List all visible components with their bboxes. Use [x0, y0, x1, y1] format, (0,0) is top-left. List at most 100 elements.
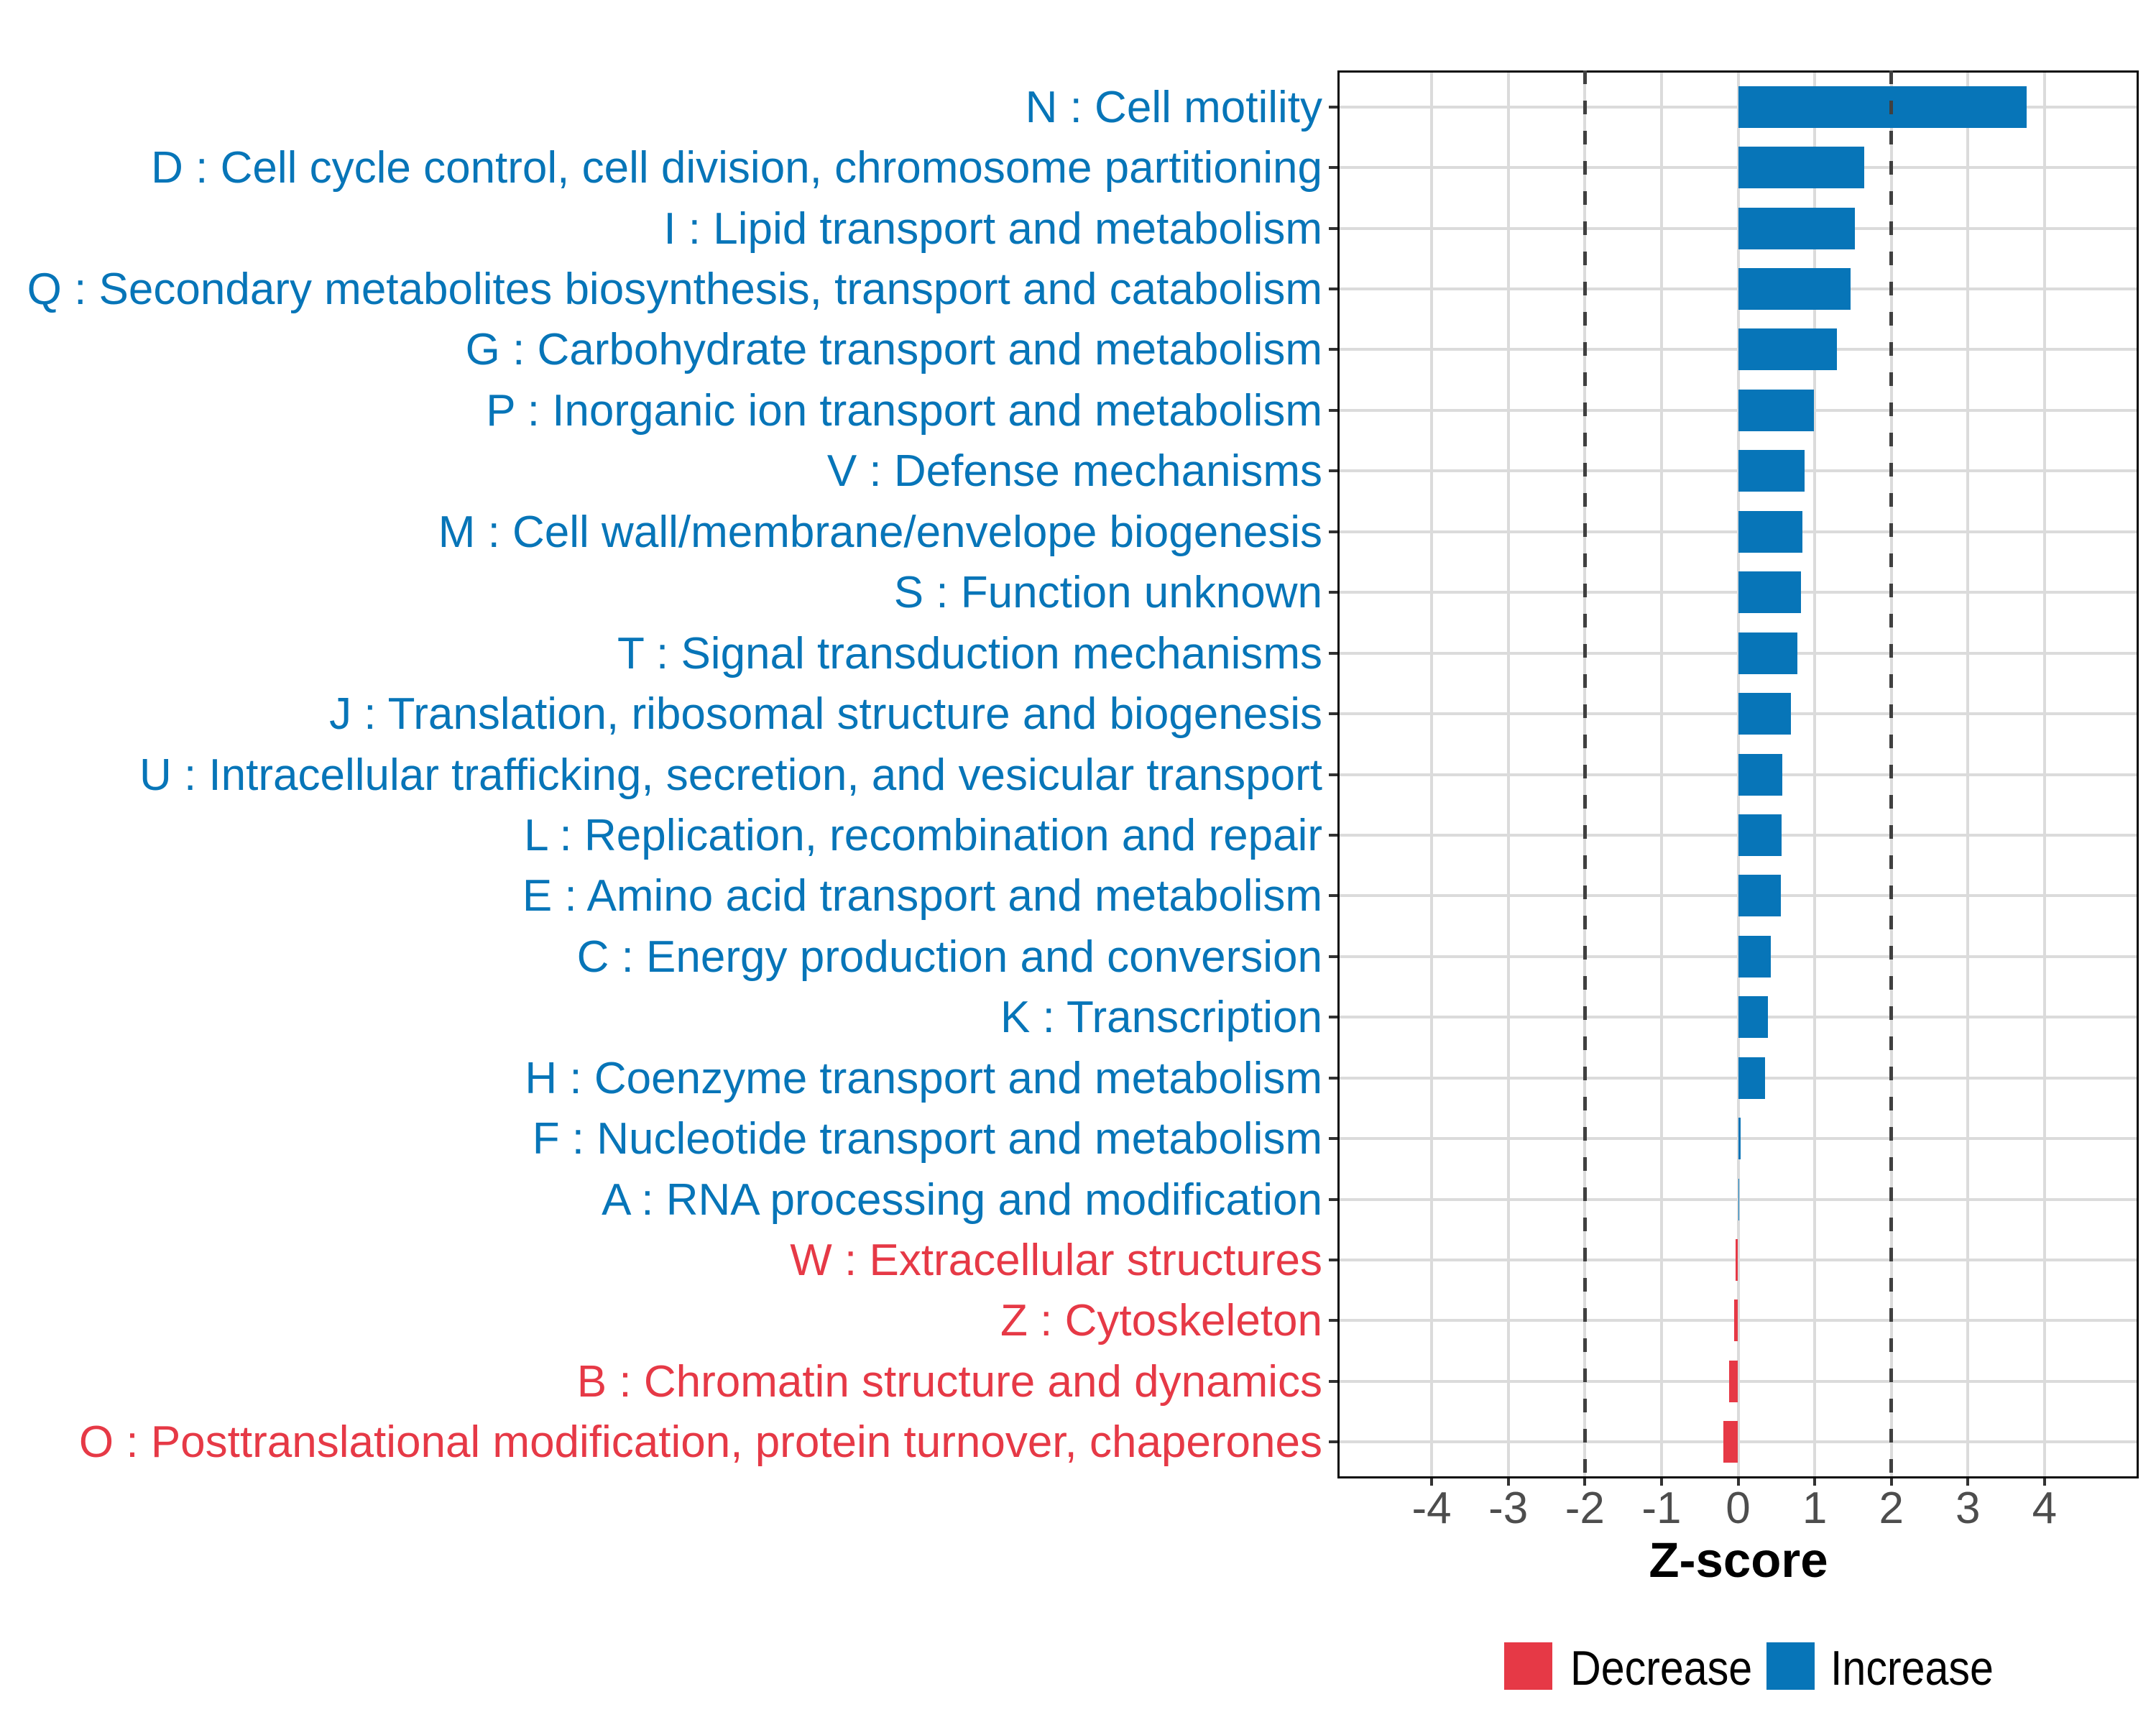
- y-label-A: A : RNA processing and modification: [602, 1174, 1322, 1225]
- y-label-Q: Q : Secondary metabolites biosynthesis, …: [27, 264, 1322, 314]
- bar-A: [1738, 1178, 1740, 1220]
- bar-K: [1738, 996, 1769, 1039]
- bar-T: [1738, 632, 1797, 674]
- y-tick-22: [1329, 1379, 1337, 1383]
- bar-I: [1738, 207, 1855, 249]
- x-axis-title: Z-score: [1649, 1532, 1828, 1588]
- bar-O: [1723, 1421, 1738, 1463]
- bar-D: [1738, 147, 1865, 189]
- bar-F: [1738, 1118, 1741, 1160]
- y-label-I: I : Lipid transport and metabolism: [663, 203, 1322, 254]
- y-tick-14: [1329, 894, 1337, 898]
- y-label-L: L : Replication, recombination and repai…: [524, 810, 1322, 860]
- y-tick-15: [1329, 954, 1337, 958]
- x-tick-label--2: -2: [1565, 1484, 1605, 1533]
- y-tick-2: [1329, 166, 1337, 170]
- y-tick-4: [1329, 287, 1337, 290]
- x-tick--1: [1659, 1478, 1663, 1486]
- legend-key-decrease: [1504, 1642, 1552, 1690]
- reference-line--2: [1583, 70, 1587, 1478]
- y-tick-5: [1329, 348, 1337, 351]
- y-label-P: P : Inorganic ion transport and metaboli…: [486, 385, 1322, 436]
- y-tick-23: [1329, 1440, 1337, 1444]
- gridline-y-21: [1340, 1319, 2137, 1322]
- y-label-D: D : Cell cycle control, cell division, c…: [151, 143, 1322, 193]
- bar-P: [1738, 389, 1815, 431]
- y-label-W: W : Extracellular structures: [790, 1236, 1322, 1286]
- y-label-E: E : Amino acid transport and metabolism: [522, 871, 1322, 921]
- y-tick-9: [1329, 591, 1337, 594]
- x-tick-3: [1966, 1478, 1970, 1486]
- x-tick-4: [2042, 1478, 2046, 1486]
- bar-W: [1736, 1239, 1738, 1282]
- reference-line-2: [1889, 70, 1894, 1478]
- y-tick-10: [1329, 651, 1337, 655]
- y-label-J: J : Translation, ribosomal structure and…: [329, 689, 1322, 740]
- x-tick-label--3: -3: [1488, 1484, 1529, 1533]
- bar-M: [1738, 510, 1803, 553]
- bar-Z: [1733, 1300, 1738, 1342]
- legend-label-decrease: Decrease: [1570, 1641, 1753, 1696]
- y-label-F: F : Nucleotide transport and metabolism: [532, 1114, 1322, 1164]
- y-label-C: C : Energy production and conversion: [576, 932, 1322, 982]
- x-tick-label-4: 4: [2032, 1484, 2058, 1533]
- y-label-N: N : Cell motility: [1025, 82, 1322, 132]
- bar-E: [1738, 875, 1782, 917]
- y-tick-12: [1329, 773, 1337, 776]
- bar-J: [1738, 693, 1792, 735]
- x-tick-label--4: -4: [1411, 1484, 1452, 1533]
- y-label-B: B : Chromatin structure and dynamics: [576, 1356, 1322, 1407]
- y-tick-20: [1329, 1259, 1337, 1262]
- x-tick-1: [1813, 1478, 1817, 1486]
- x-tick--4: [1430, 1478, 1434, 1486]
- bar-G: [1738, 328, 1837, 371]
- y-label-U: U : Intracellular trafficking, secretion…: [139, 750, 1322, 800]
- plot-panel: [1337, 70, 2139, 1478]
- x-tick-label-0: 0: [1726, 1484, 1751, 1533]
- y-label-Z: Z : Cytoskeleton: [1000, 1296, 1322, 1346]
- gridline-y-22: [1340, 1379, 2137, 1383]
- y-tick-11: [1329, 712, 1337, 716]
- y-tick-7: [1329, 469, 1337, 473]
- gridline-y-23: [1340, 1440, 2137, 1444]
- x-tick-2: [1889, 1478, 1893, 1486]
- y-tick-13: [1329, 833, 1337, 837]
- y-tick-16: [1329, 1016, 1337, 1019]
- bar-Q: [1738, 267, 1851, 310]
- x-tick-label-2: 2: [1879, 1484, 1904, 1533]
- bar-H: [1738, 1057, 1765, 1099]
- y-tick-8: [1329, 530, 1337, 533]
- legend-key-increase: [1766, 1642, 1815, 1690]
- y-label-V: V : Defense mechanisms: [826, 446, 1322, 497]
- y-tick-17: [1329, 1076, 1337, 1080]
- x-tick-label--1: -1: [1641, 1484, 1682, 1533]
- y-tick-19: [1329, 1197, 1337, 1201]
- bar-N: [1738, 86, 2027, 128]
- bar-L: [1738, 814, 1782, 856]
- x-tick--2: [1583, 1478, 1587, 1486]
- y-tick-1: [1329, 105, 1337, 109]
- bar-U: [1738, 753, 1783, 796]
- gridline-y-20: [1340, 1259, 2137, 1262]
- y-label-M: M : Cell wall/membrane/envelope biogenes…: [438, 507, 1322, 557]
- x-tick-0: [1736, 1478, 1740, 1486]
- legend-label-increase: Increase: [1830, 1641, 1994, 1696]
- y-tick-18: [1329, 1137, 1337, 1141]
- y-tick-21: [1329, 1319, 1337, 1322]
- bar-V: [1738, 450, 1805, 492]
- x-tick--3: [1506, 1478, 1510, 1486]
- x-tick-label-1: 1: [1802, 1484, 1828, 1533]
- x-tick-label-3: 3: [1955, 1484, 1981, 1533]
- y-label-K: K : Transcription: [1000, 993, 1322, 1043]
- y-label-O: O : Posttranslational modification, prot…: [78, 1417, 1322, 1468]
- y-tick-3: [1329, 226, 1337, 230]
- y-label-S: S : Function unknown: [893, 568, 1322, 618]
- y-label-H: H : Coenzyme transport and metabolism: [525, 1053, 1322, 1103]
- y-label-T: T : Signal transduction mechanisms: [617, 628, 1322, 678]
- bar-C: [1738, 935, 1772, 978]
- bar-B: [1728, 1360, 1738, 1402]
- y-tick-6: [1329, 408, 1337, 412]
- y-label-G: G : Carbohydrate transport and metabolis…: [465, 325, 1322, 375]
- bar-S: [1738, 571, 1801, 614]
